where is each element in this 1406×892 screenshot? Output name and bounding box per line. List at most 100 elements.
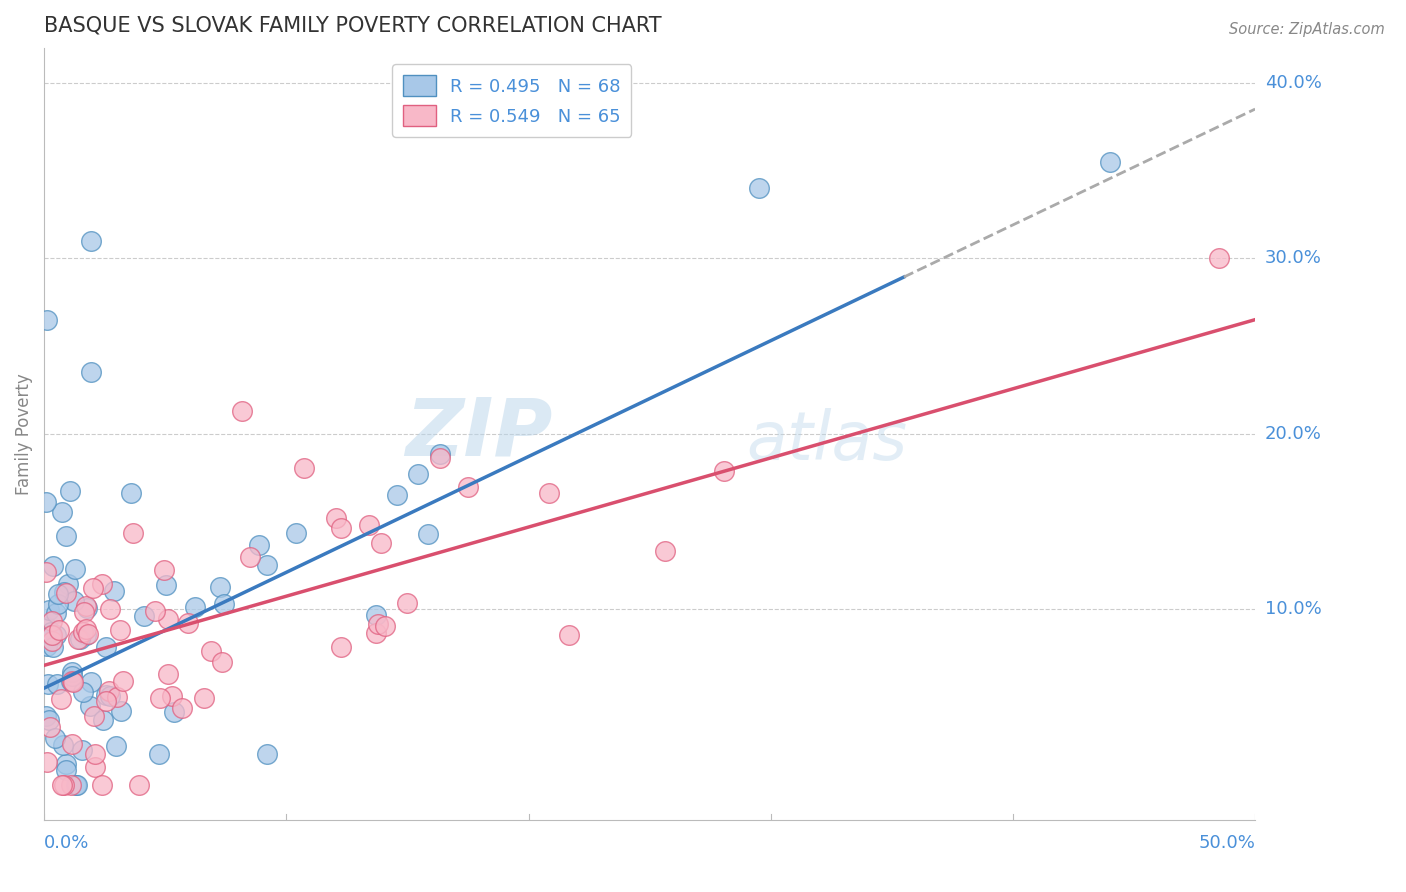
- Text: 50.0%: 50.0%: [1198, 834, 1256, 852]
- Point: [91, 714, 114, 728]
- Point: [97, 684, 120, 698]
- Point: [37, 677, 59, 691]
- Point: [55, 586, 77, 600]
- Point: [211, 655, 233, 669]
- Point: [62, 674, 84, 689]
- Point: [149, 691, 172, 706]
- Point: [239, 549, 262, 564]
- Point: [72, 685, 94, 699]
- Point: [1098, 154, 1121, 169]
- Text: 20.0%: 20.0%: [1265, 425, 1322, 442]
- Point: [558, 627, 581, 641]
- Point: [72, 625, 94, 640]
- Point: [406, 467, 429, 481]
- Text: ZIP: ZIP: [405, 394, 553, 473]
- Point: [35, 495, 58, 509]
- Point: [155, 578, 177, 592]
- Point: [128, 778, 150, 792]
- Point: [60, 669, 83, 683]
- Point: [247, 538, 270, 552]
- Point: [96, 640, 118, 655]
- Point: [37, 312, 59, 326]
- Point: [60, 674, 83, 689]
- Point: [357, 517, 380, 532]
- Point: [325, 510, 347, 524]
- Point: [70, 742, 93, 756]
- Point: [429, 451, 451, 466]
- Point: [41, 614, 63, 628]
- Point: [46, 677, 69, 691]
- Point: [35, 620, 58, 634]
- Point: [48, 623, 70, 637]
- Point: [110, 704, 132, 718]
- Point: [79, 698, 101, 713]
- Point: [60, 674, 83, 689]
- Point: [157, 612, 180, 626]
- Point: [38, 720, 60, 734]
- Point: [366, 617, 388, 632]
- Point: [55, 757, 77, 772]
- Point: [153, 563, 176, 577]
- Point: [366, 626, 388, 640]
- Point: [370, 536, 392, 550]
- Point: [374, 618, 396, 632]
- Point: [35, 565, 58, 579]
- Point: [60, 665, 83, 680]
- Point: [121, 526, 143, 541]
- Point: [231, 404, 253, 418]
- Point: [35, 639, 58, 653]
- Point: [143, 604, 166, 618]
- Point: [38, 603, 60, 617]
- Point: [156, 666, 179, 681]
- Point: [42, 558, 65, 573]
- Point: [208, 580, 231, 594]
- Text: 0.0%: 0.0%: [44, 834, 90, 852]
- Point: [46, 587, 69, 601]
- Point: [103, 584, 125, 599]
- Point: [100, 690, 122, 704]
- Point: [59, 483, 82, 498]
- Point: [80, 674, 103, 689]
- Point: [52, 585, 75, 599]
- Point: [98, 602, 121, 616]
- Point: [69, 632, 91, 646]
- Point: [120, 486, 142, 500]
- Point: [748, 181, 770, 195]
- Point: [105, 690, 128, 704]
- Point: [200, 644, 222, 658]
- Legend: R = 0.495   N = 68, R = 0.549   N = 65: R = 0.495 N = 68, R = 0.549 N = 65: [392, 64, 631, 136]
- Point: [66, 778, 89, 792]
- Point: [60, 738, 83, 752]
- Point: [41, 627, 63, 641]
- Point: [111, 673, 134, 688]
- Point: [45, 607, 67, 621]
- Point: [65, 778, 87, 792]
- Point: [37, 755, 59, 769]
- Point: [91, 577, 114, 591]
- Point: [45, 628, 67, 642]
- Text: 40.0%: 40.0%: [1265, 74, 1322, 92]
- Point: [170, 701, 193, 715]
- Point: [105, 739, 128, 754]
- Point: [76, 626, 98, 640]
- Point: [108, 623, 131, 637]
- Point: [91, 778, 114, 792]
- Point: [94, 689, 117, 703]
- Text: Source: ZipAtlas.com: Source: ZipAtlas.com: [1229, 22, 1385, 37]
- Point: [41, 634, 63, 648]
- Point: [364, 608, 387, 623]
- Point: [184, 599, 207, 614]
- Point: [457, 480, 479, 494]
- Point: [395, 596, 418, 610]
- Text: atlas: atlas: [747, 409, 908, 475]
- Point: [73, 605, 96, 619]
- Point: [42, 640, 65, 655]
- Point: [416, 527, 439, 541]
- Y-axis label: Family Poverty: Family Poverty: [15, 373, 32, 494]
- Point: [385, 488, 408, 502]
- Text: BASQUE VS SLOVAK FAMILY POVERTY CORRELATION CHART: BASQUE VS SLOVAK FAMILY POVERTY CORRELAT…: [44, 15, 662, 35]
- Point: [82, 581, 104, 595]
- Point: [94, 694, 117, 708]
- Point: [713, 464, 735, 478]
- Text: 10.0%: 10.0%: [1265, 600, 1322, 618]
